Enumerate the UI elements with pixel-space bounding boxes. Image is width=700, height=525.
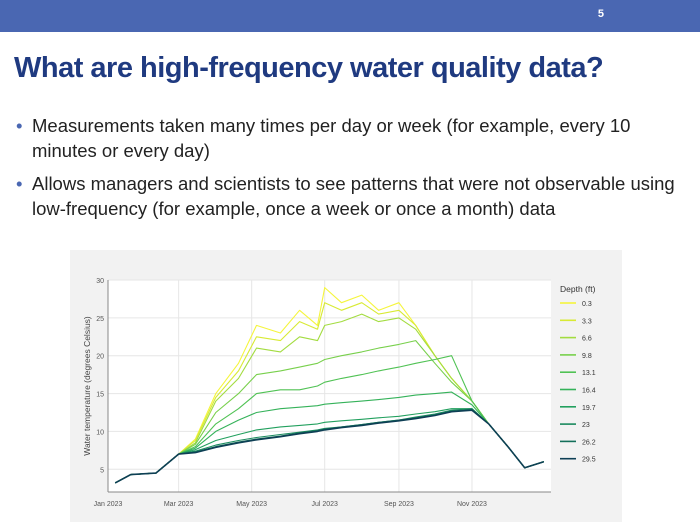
y-tick-label: 30 — [96, 278, 104, 285]
bullet-dot-icon: • — [16, 173, 23, 194]
x-tick-label: Mar 2023 — [164, 501, 194, 508]
legend-label: 23 — [582, 422, 590, 429]
legend-label: 19.7 — [582, 405, 596, 412]
series-line-13-1 — [114, 355, 544, 484]
series-line-29-5 — [114, 409, 545, 484]
y-tick-label: 10 — [96, 429, 104, 436]
legend-label: 9.8 — [582, 353, 592, 360]
slide-number: 5 — [597, 8, 604, 20]
legend-title: Depth (ft) — [560, 284, 596, 294]
x-tick-label: Jul 2023 — [311, 501, 338, 508]
bullet-list: • Measurements taken many times per day … — [14, 113, 684, 229]
series-group — [114, 287, 545, 484]
slide-title: What are high-frequency water quality da… — [14, 52, 604, 84]
bullet-text: Allows managers and scientists to see pa… — [32, 173, 675, 219]
x-tick-label: Sep 2023 — [384, 501, 414, 508]
legend-label: 16.4 — [582, 388, 596, 395]
bullet-dot-icon: • — [16, 115, 23, 136]
bullet-text: Measurements taken many times per day or… — [32, 115, 631, 161]
legend: 0.3 3.3 6.6 9.8 13.1 16.4 19.7 23 26.2 29.5 — [560, 301, 596, 464]
legend-label: 6.6 — [582, 336, 592, 343]
legend-label: 29.5 — [582, 457, 596, 464]
grid — [107, 279, 551, 492]
x-tick-label: Nov 2023 — [457, 501, 487, 508]
legend-label: 26.2 — [582, 439, 596, 446]
legend-label: 13.1 — [582, 370, 596, 377]
y-tick-label: 15 — [96, 392, 104, 399]
x-tick-label: Jan 2023 — [94, 501, 123, 508]
legend-label: 0.3 — [582, 301, 592, 308]
bullet-item: • Allows managers and scientists to see … — [14, 171, 684, 221]
y-tick-label: 20 — [96, 354, 104, 361]
plot-area — [108, 280, 551, 492]
y-tick-label: 25 — [96, 316, 104, 323]
chart-frame: 5 10 15 20 25 30 Jan 2023 Mar 2023 May 2023 Jul 2… — [70, 250, 622, 522]
y-axis-label: Water temperature (degrees Celsius) — [82, 316, 92, 456]
series-line-16-4 — [114, 391, 544, 484]
y-tick-label: 5 — [100, 467, 104, 474]
temperature-chart: 5 10 15 20 25 30 Jan 2023 Mar 2023 May 2023 Jul 2… — [70, 250, 622, 522]
bullet-item: • Measurements taken many times per day … — [14, 113, 684, 163]
x-tick-label: May 2023 — [236, 501, 267, 508]
top-bar: 5 — [0, 0, 700, 32]
legend-label: 3.3 — [582, 318, 592, 325]
axes: 5 10 15 20 25 30 Jan 2023 Mar 2023 May 2023 Jul 2… — [94, 278, 551, 508]
